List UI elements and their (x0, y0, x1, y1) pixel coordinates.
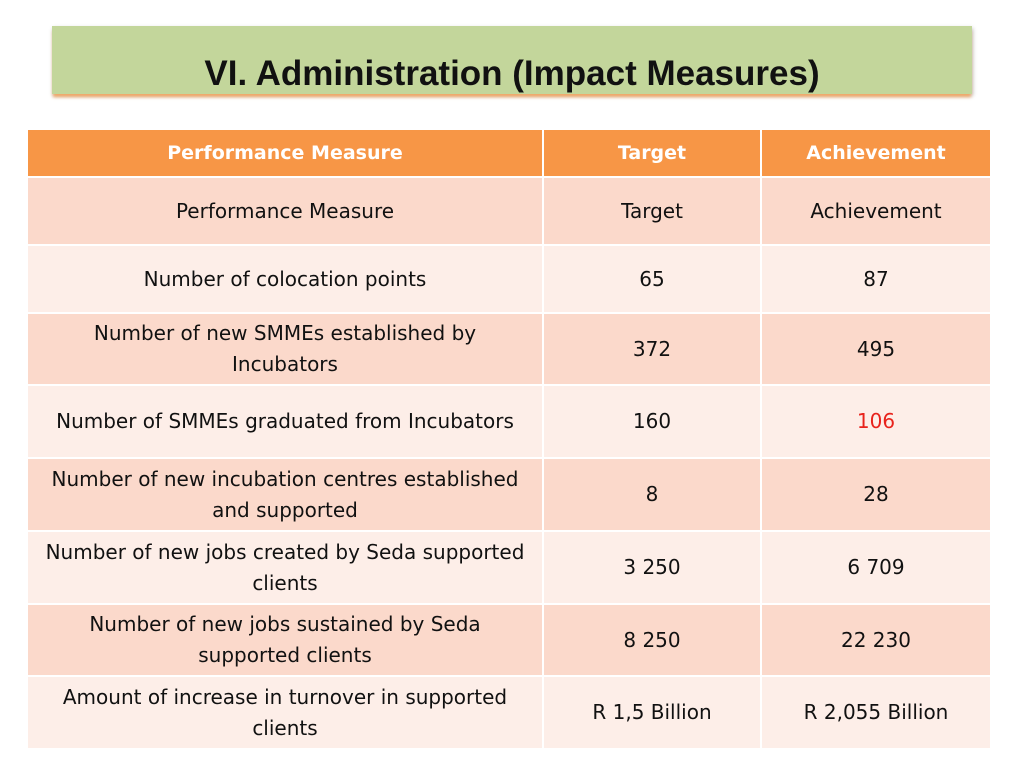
measure-cell: Number of new jobs created by Seda suppo… (26, 530, 544, 605)
target-cell: 8 250 (542, 603, 762, 677)
slide-title: VI. Administration (Impact Measures) (204, 54, 820, 93)
header-target: Target (542, 128, 762, 178)
measure-cell: Number of SMMEs graduated from Incubator… (26, 384, 544, 459)
target-cell: 65 (542, 244, 762, 314)
measure-cell: Number of colocation points (26, 244, 544, 314)
achievement-cell: Achievement (760, 176, 992, 246)
target-cell: R 1,5 Billion (542, 675, 762, 750)
target-cell: 160 (542, 384, 762, 459)
target-cell: 3 250 (542, 530, 762, 605)
achievement-cell: 6 709 (760, 530, 992, 605)
target-cell: 8 (542, 457, 762, 532)
achievement-cell: R 2,055 Billion (760, 675, 992, 750)
title-banner: VI. Administration (Impact Measures) (52, 26, 972, 94)
measure-cell: Number of new jobs sustained by Seda sup… (26, 603, 544, 677)
table-row: Number of new jobs created by Seda suppo… (26, 530, 992, 605)
table-row: Number of SMMEs graduated from Incubator… (26, 384, 992, 459)
achievement-cell: 87 (760, 244, 992, 314)
target-cell: Target (542, 176, 762, 246)
impact-measures-table: Performance Measure Target Achievement P… (26, 128, 992, 750)
header-performance-measure: Performance Measure (26, 128, 544, 178)
table-row: Number of new incubation centres establi… (26, 457, 992, 532)
table-row: Number of new SMMEs established by Incub… (26, 312, 992, 386)
achievement-cell: 495 (760, 312, 992, 386)
table-row: Performance Measure Target Achievement (26, 176, 992, 246)
achievement-cell: 28 (760, 457, 992, 532)
target-cell: 372 (542, 312, 762, 386)
measure-cell: Performance Measure (26, 176, 544, 246)
table-header-row: Performance Measure Target Achievement (26, 128, 992, 178)
table-row: Number of new jobs sustained by Seda sup… (26, 603, 992, 677)
header-achievement: Achievement (760, 128, 992, 178)
measure-cell: Number of new incubation centres establi… (26, 457, 544, 532)
achievement-cell-below-target: 106 (760, 384, 992, 459)
measure-cell: Amount of increase in turnover in suppor… (26, 675, 544, 750)
measure-cell: Number of new SMMEs established by Incub… (26, 312, 544, 386)
table-row: Amount of increase in turnover in suppor… (26, 675, 992, 750)
achievement-cell: 22 230 (760, 603, 992, 677)
table-row: Number of colocation points 65 87 (26, 244, 992, 314)
